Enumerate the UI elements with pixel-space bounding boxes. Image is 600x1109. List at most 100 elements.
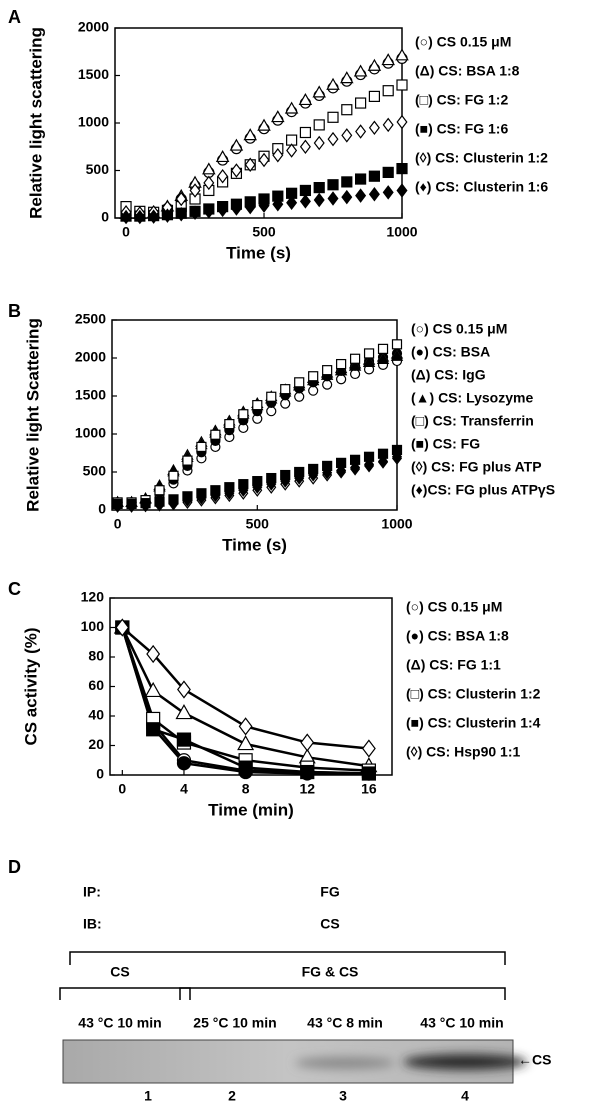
x-tick-label: 500 [246,516,270,532]
legend-label: (♦) CS: Clusterin 1:6 [415,179,548,195]
marker [326,77,340,90]
marker [120,209,132,225]
legend-label: (Δ) CS: IgG [411,367,486,383]
marker [284,101,299,114]
marker [350,460,361,475]
marker [327,191,339,206]
marker [176,732,192,747]
condition-label: 43 °C 8 min [307,1015,383,1031]
marker [161,208,173,223]
marker [196,491,207,505]
series-line [121,627,369,772]
marker [396,183,408,198]
panel-label: D [8,857,21,877]
marker [300,764,315,780]
marker [237,734,255,751]
marker [340,71,354,84]
marker [244,157,256,173]
legend-label: (Δ) CS: BSA 1:8 [415,63,520,79]
marker [126,498,137,513]
marker [376,352,390,364]
x-axis-label: Time (min) [208,800,294,819]
marker [364,457,375,472]
marker [210,429,221,440]
marker [348,359,362,371]
marker [349,368,361,380]
y-tick-label: 2500 [75,311,106,327]
marker [272,148,284,163]
marker [210,488,221,503]
marker [271,110,285,123]
marker [299,194,311,209]
lane-number: 3 [339,1088,347,1104]
marker [286,195,298,211]
blot-band [403,1054,527,1070]
y-tick-label: 500 [86,161,110,177]
marker [238,409,249,420]
marker [308,371,319,382]
marker [396,114,408,130]
series-line [121,626,370,768]
x-tick-label: 0 [118,781,126,797]
marker [299,184,312,197]
y-tick-label: 60 [88,677,104,693]
y-tick-label: 100 [81,618,105,634]
marker [266,406,277,417]
legend-label: (●) CS: BSA [411,344,490,360]
marker [313,182,325,194]
x-tick-label: 0 [114,516,122,532]
lane-number: 2 [228,1088,236,1104]
marker [361,766,376,781]
y-tick-label: 1500 [78,66,109,82]
marker [115,618,130,637]
y-tick-label: 500 [83,463,107,479]
series-line [121,627,369,775]
marker [355,97,367,109]
marker [203,204,215,219]
marker [168,495,179,510]
marker [280,474,291,488]
marker [298,92,313,106]
marker [176,756,192,771]
legend-label: (□) CS: Transferrin [411,413,534,429]
marker [341,128,353,143]
y-tick-label: 0 [98,501,106,517]
marker [299,139,311,154]
marker [203,175,215,191]
marker [175,191,187,207]
x-tick-label: 8 [242,781,250,797]
y-tick-label: 1500 [75,387,106,403]
marker [244,199,256,215]
plot-frame [114,27,403,219]
marker [168,470,179,481]
blot-band [295,1057,395,1069]
group-label: FG & CS [302,964,359,980]
marker [280,398,291,409]
marker [361,739,376,758]
x-axis-label: Time (s) [222,535,287,554]
ip-label: IP: [83,884,101,900]
marker [367,58,382,71]
marker [377,343,389,354]
marker [313,135,325,151]
marker [327,111,339,123]
marker [243,128,257,141]
legend-label: (□) CS: Clusterin 1:2 [406,686,541,702]
marker [336,463,347,478]
marker [146,644,161,664]
marker [229,138,244,151]
x-axis-label: Time (s) [226,243,291,262]
ib-value: CS [320,916,339,932]
marker [215,149,230,163]
marker [362,355,376,367]
condition-label: 25 °C 10 min [193,1015,276,1031]
y-tick-label: 80 [88,648,104,664]
marker [300,733,315,752]
y-tick-label: 1000 [75,425,106,441]
marker [294,377,305,388]
marker [177,680,191,699]
marker [154,497,165,511]
bracket [59,987,191,1000]
legend-label: (Δ) CS: FG 1:1 [406,657,501,673]
